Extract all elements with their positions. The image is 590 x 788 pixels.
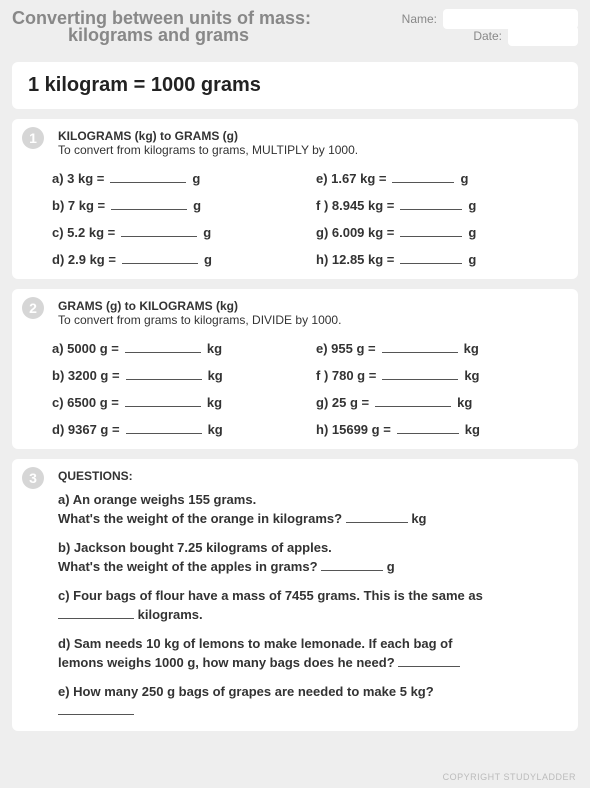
answer-blank[interactable] (400, 223, 462, 237)
answer-blank[interactable] (397, 420, 459, 434)
answer-blank[interactable] (126, 420, 202, 434)
answer-blank[interactable] (346, 509, 408, 523)
section-1-sub: To convert from kilograms to grams, MULT… (58, 143, 562, 157)
section-2-head: GRAMS (g) to KILOGRAMS (kg) To convert f… (58, 299, 562, 327)
question-e: e) How many 250 g bags of grapes are nee… (58, 683, 562, 719)
section-2-sub: To convert from grams to kilograms, DIVI… (58, 313, 562, 327)
question-a: a) An orange weighs 155 grams. What's th… (58, 491, 562, 527)
section-1-problems: a) 3 kg =g e) 1.67 kg =g b) 7 kg =g f ) … (52, 169, 552, 267)
answer-blank[interactable] (398, 653, 460, 667)
answer-blank[interactable] (321, 557, 383, 571)
problem-2g: g) 25 g =kg (316, 393, 552, 410)
question-c: c) Four bags of flour have a mass of 745… (58, 587, 562, 623)
answer-blank[interactable] (58, 701, 134, 715)
answer-blank[interactable] (392, 169, 454, 183)
conversion-rule-card: 1 kilogram = 1000 grams (12, 62, 578, 109)
problem-2d: d) 9367 g =kg (52, 420, 288, 437)
section-3-questions: a) An orange weighs 155 grams. What's th… (58, 491, 562, 719)
answer-blank[interactable] (126, 366, 202, 380)
section-2: 2 GRAMS (g) to KILOGRAMS (kg) To convert… (12, 289, 578, 449)
problem-1d: d) 2.9 kg =g (52, 250, 288, 267)
section-3-heading: QUESTIONS: (58, 469, 562, 483)
section-2-badge: 2 (22, 297, 44, 319)
problem-2c: c) 6500 g =kg (52, 393, 288, 410)
problem-2b: b) 3200 g =kg (52, 366, 288, 383)
problem-2e: e) 955 g =kg (316, 339, 552, 356)
question-b: b) Jackson bought 7.25 kilograms of appl… (58, 539, 562, 575)
problem-1g: g) 6.009 kg =g (316, 223, 552, 240)
conversion-rule: 1 kilogram = 1000 grams (28, 74, 261, 96)
answer-blank[interactable] (400, 196, 462, 210)
date-label: Date: (473, 29, 502, 43)
name-label: Name: (402, 12, 437, 26)
problem-1a: a) 3 kg =g (52, 169, 288, 186)
section-1-head: KILOGRAMS (kg) to GRAMS (g) To convert f… (58, 129, 562, 157)
answer-blank[interactable] (110, 169, 186, 183)
worksheet-header: Converting between units of mass: Name: … (12, 8, 578, 56)
answer-blank[interactable] (382, 366, 458, 380)
answer-blank[interactable] (125, 393, 201, 407)
problem-1c: c) 5.2 kg =g (52, 223, 288, 240)
problem-1f: f ) 8.945 kg =g (316, 196, 552, 213)
answer-blank[interactable] (111, 196, 187, 210)
answer-blank[interactable] (125, 339, 201, 353)
section-1-badge: 1 (22, 127, 44, 149)
question-d: d) Sam needs 10 kg of lemons to make lem… (58, 635, 562, 671)
problem-1b: b) 7 kg =g (52, 196, 288, 213)
date-input[interactable] (508, 26, 578, 46)
title-line2: kilograms and grams (68, 25, 249, 46)
problem-2a: a) 5000 g =kg (52, 339, 288, 356)
answer-blank[interactable] (375, 393, 451, 407)
answer-blank[interactable] (382, 339, 458, 353)
section-3-badge: 3 (22, 467, 44, 489)
section-2-problems: a) 5000 g =kg e) 955 g =kg b) 3200 g =kg… (52, 339, 552, 437)
problem-1e: e) 1.67 kg =g (316, 169, 552, 186)
copyright-text: COPYRIGHT STUDYLADDER (443, 772, 576, 782)
answer-blank[interactable] (121, 223, 197, 237)
section-1-heading: KILOGRAMS (kg) to GRAMS (g) (58, 129, 562, 143)
section-2-heading: GRAMS (g) to KILOGRAMS (kg) (58, 299, 562, 313)
section-3: 3 QUESTIONS: a) An orange weighs 155 gra… (12, 459, 578, 731)
section-3-head: QUESTIONS: (58, 469, 562, 483)
problem-2f: f ) 780 g =kg (316, 366, 552, 383)
answer-blank[interactable] (58, 605, 134, 619)
answer-blank[interactable] (122, 250, 198, 264)
problem-1h: h) 12.85 kg =g (316, 250, 552, 267)
answer-blank[interactable] (400, 250, 462, 264)
section-1: 1 KILOGRAMS (kg) to GRAMS (g) To convert… (12, 119, 578, 279)
date-field-group: Date: (473, 26, 578, 46)
problem-2h: h) 15699 g =kg (316, 420, 552, 437)
